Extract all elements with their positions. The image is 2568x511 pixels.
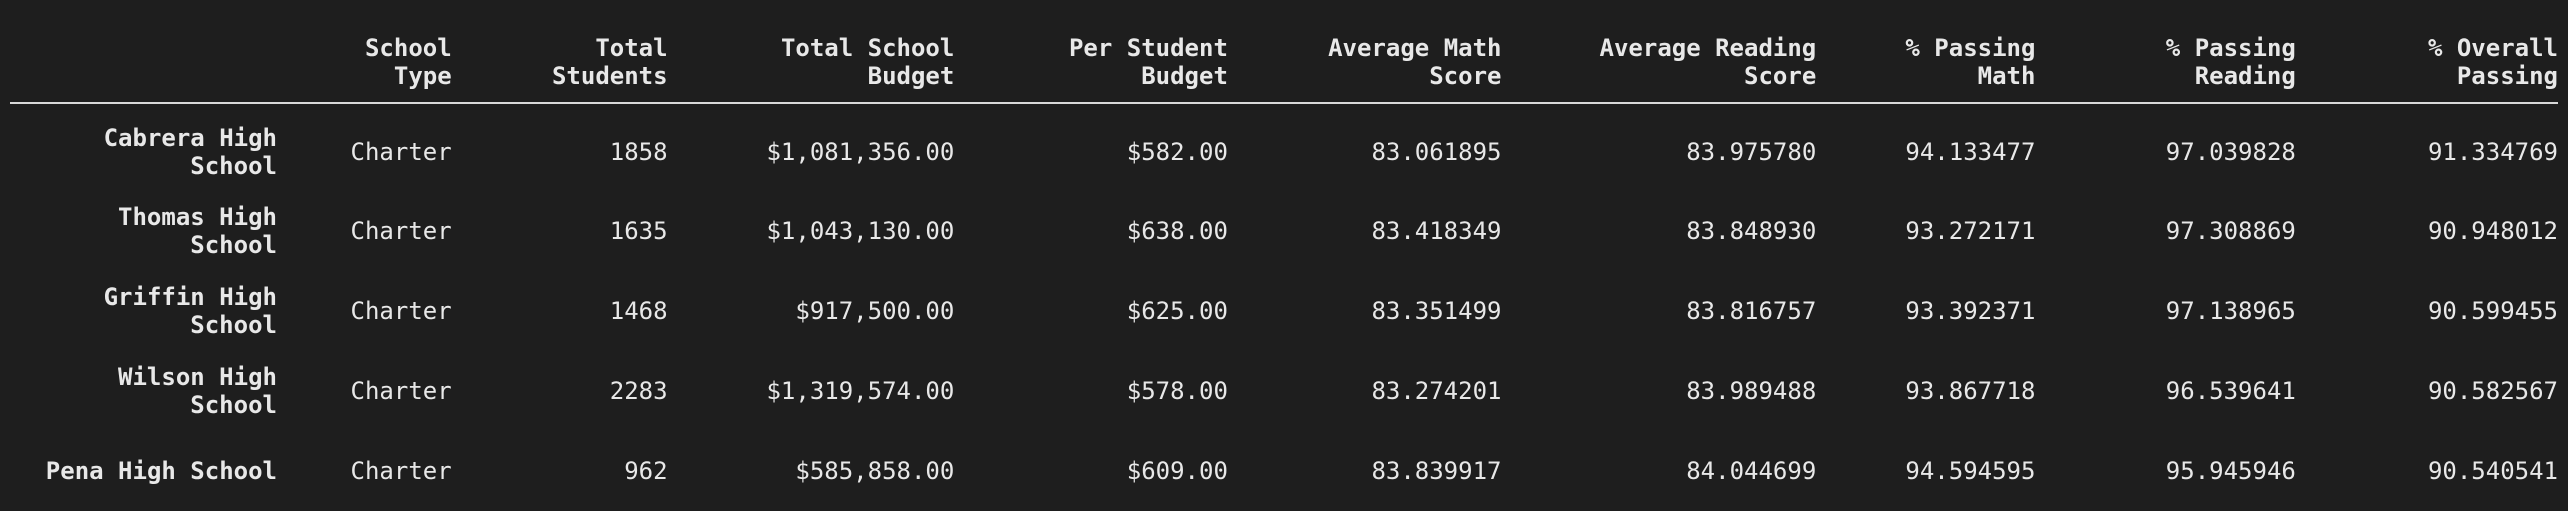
passing-reading-cell: 95.945946 [2165,457,2296,485]
average-math-cell: 83.839917 [1371,457,1502,485]
total-students-cell: 1468 [609,297,668,325]
total-budget-cell: $1,319,574.00 [766,377,955,405]
average-reading-cell: 83.848930 [1686,217,1817,245]
passing-math-cell: 93.272171 [1905,217,2036,245]
total-students-cell: 1635 [609,217,668,245]
passing-math-cell: 93.867718 [1905,377,2036,405]
table-row: Pena High School Charter 962 $585,858.00… [10,431,2558,511]
school-type-cell: Charter [350,297,452,325]
passing-reading-cell: 97.308869 [2165,217,2296,245]
per-student-budget-cell: $625.00 [1126,297,1228,325]
passing-reading-cell: 96.539641 [2165,377,2296,405]
average-math-cell: 83.418349 [1371,217,1502,245]
table-row: Wilson High School Charter 2283 $1,319,5… [10,351,2558,431]
total-budget-cell: $1,043,130.00 [766,217,955,245]
table-row: Cabrera High School Charter 1858 $1,081,… [10,103,2558,191]
average-math-score-header: Average Math Score [1227,34,1502,104]
per-student-budget-header: Per Student Budget [954,34,1228,104]
passing-reading-cell: 97.039828 [2165,137,2296,166]
overall-passing-cell: 90.599455 [2427,297,2558,325]
average-reading-score-header: Average Reading Score [1501,34,1817,104]
total-budget-cell: $917,500.00 [795,297,955,325]
average-math-cell: 83.274201 [1371,377,1502,405]
school-summary-table-container: School Type Total Students Total School … [10,34,2558,511]
passing-math-cell: 94.594595 [1905,457,2036,485]
school-type-header: School Type [276,34,452,104]
average-reading-cell: 83.816757 [1686,297,1817,325]
school-type-cell: Charter [350,217,452,245]
total-budget-cell: $585,858.00 [795,457,955,485]
average-reading-cell: 84.044699 [1686,457,1817,485]
passing-reading-cell: 97.138965 [2165,297,2296,325]
school-name-cell: Wilson High School [118,363,277,419]
table-body: Cabrera High School Charter 1858 $1,081,… [10,103,2558,511]
school-name-cell: Pena High School [45,457,277,485]
school-name-cell: Griffin High School [103,283,277,339]
per-student-budget-cell: $582.00 [1126,137,1228,166]
per-student-budget-cell: $578.00 [1126,377,1228,405]
index-header [10,34,277,104]
per-student-budget-cell: $609.00 [1126,457,1228,485]
total-students-cell: 962 [624,457,668,485]
overall-passing-cell: 91.334769 [2427,137,2558,166]
overall-passing-cell: 90.582567 [2427,377,2558,405]
overall-passing-cell: 90.948012 [2427,217,2558,245]
table-header: School Type Total Students Total School … [10,34,2558,104]
passing-math-cell: 94.133477 [1905,137,2036,166]
school-type-cell: Charter [350,457,452,485]
school-name-cell: Thomas High School [118,203,277,259]
total-students-header: Total Students [451,34,668,104]
overall-passing-cell: 90.540541 [2427,457,2558,485]
school-type-cell: Charter [350,377,452,405]
school-type-cell: Charter [350,137,452,166]
school-name-cell: Cabrera High School [103,123,277,180]
average-reading-cell: 83.989488 [1686,377,1817,405]
average-math-cell: 83.061895 [1371,137,1502,166]
total-school-budget-header: Total School Budget [667,34,955,104]
average-math-cell: 83.351499 [1371,297,1502,325]
header-row: School Type Total Students Total School … [10,34,2558,104]
passing-math-cell: 93.392371 [1905,297,2036,325]
table-row: Griffin High School Charter 1468 $917,50… [10,271,2558,351]
passing-reading-header: % Passing Reading [2035,34,2296,104]
table-row: Thomas High School Charter 1635 $1,043,1… [10,191,2558,271]
per-student-budget-cell: $638.00 [1126,217,1228,245]
total-students-cell: 1858 [609,137,668,166]
school-summary-table: School Type Total Students Total School … [10,34,2558,511]
passing-math-header: % Passing Math [1816,34,2036,104]
average-reading-cell: 83.975780 [1686,137,1817,166]
overall-passing-header: % Overall Passing [2295,34,2558,104]
total-budget-cell: $1,081,356.00 [766,137,955,166]
total-students-cell: 2283 [609,377,668,405]
